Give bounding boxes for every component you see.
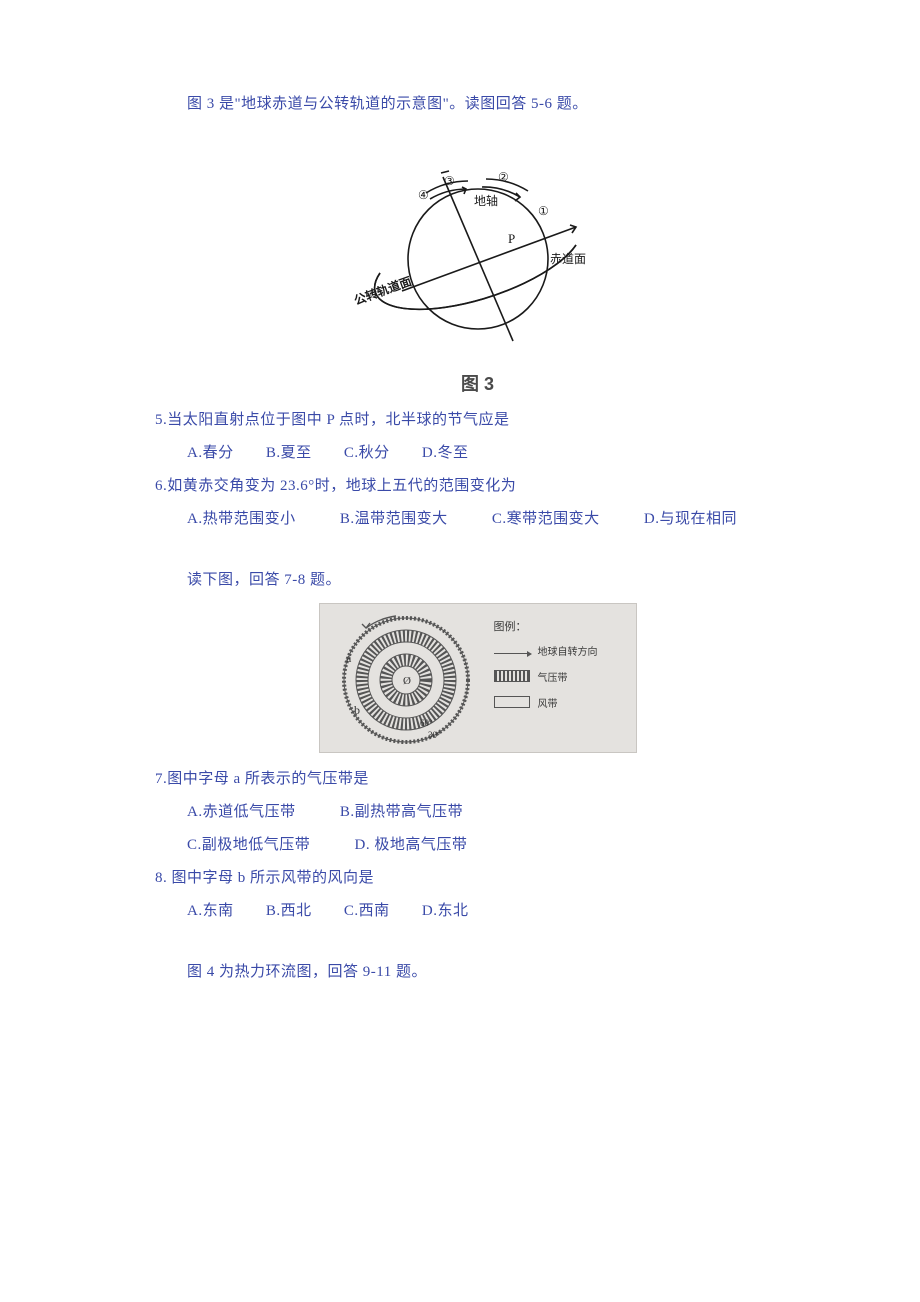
legend-swatch-rotation	[494, 653, 530, 654]
q7-options-1: A.赤道低气压带 B.副热带高气压带	[155, 796, 800, 829]
polar-60: 60°	[420, 718, 433, 728]
intro-figure-polar: 读下图，回答 7-8 题。	[155, 564, 800, 597]
q6-stem: 6.如黄赤交角变为 23.6°时，地球上五代的范围变化为	[155, 470, 800, 503]
legend-title: 图例：	[494, 618, 630, 634]
figure3-num-4: ④	[418, 188, 429, 202]
q6-opt-b: B.温带范围变大	[340, 511, 448, 527]
polar-30: 30°	[428, 730, 441, 740]
q6-opt-d: D.与现在相同	[644, 511, 737, 527]
intro-figure-4: 图 4 为热力环流图，回答 9-11 题。	[155, 956, 800, 989]
q5-options: A.春分 B.夏至 C.秋分 D.冬至	[155, 437, 800, 470]
polar-b: b	[354, 703, 360, 717]
q5-opt-d: D.冬至	[422, 445, 469, 461]
figure3-label-p: P	[508, 231, 515, 246]
q8-options: A.东南 B.西北 C.西南 D.东北	[155, 895, 800, 928]
figure3-num-1: ①	[538, 204, 549, 218]
q6-opt-a: A.热带范围变小	[187, 511, 296, 527]
q7-stem: 7.图中字母 a 所表示的气压带是	[155, 763, 800, 796]
figure-3-svg: 地轴 P 赤道面 公转轨道面 ③ ④ ② ①	[348, 149, 608, 359]
figure-polar-svg: Ø 30° 60° a b	[320, 604, 490, 752]
polar-center: Ø	[403, 675, 411, 687]
figure3-label-axis: 地轴	[474, 193, 498, 208]
q8-opt-b: B.西北	[266, 903, 312, 919]
q8-opt-a: A.东南	[187, 903, 234, 919]
q7-opt-b: B.副热带高气压带	[340, 804, 463, 820]
q5-opt-a: A.春分	[187, 445, 234, 461]
q5-opt-c: C.秋分	[344, 445, 390, 461]
q5-opt-b: B.夏至	[266, 445, 312, 461]
q5-stem: 5.当太阳直射点位于图中 P 点时，北半球的节气应是	[155, 404, 800, 437]
q7-opt-c: C.副极地低气压带	[187, 837, 310, 853]
figure-3-caption: 图 3	[155, 370, 800, 396]
q7-opt-a: A.赤道低气压带	[187, 804, 296, 820]
legend-swatch-pressure	[494, 670, 530, 682]
figure3-label-orbit: 公转轨道面	[351, 273, 413, 308]
q8-opt-d: D.东北	[422, 903, 469, 919]
legend-rotation: 地球自转方向	[538, 643, 598, 658]
figure3-num-3: ③	[444, 174, 455, 188]
legend-wind: 风带	[538, 695, 558, 710]
q8-stem: 8. 图中字母 b 所示风带的风向是	[155, 862, 800, 895]
figure3-num-2: ②	[498, 170, 509, 184]
polar-a: a	[346, 651, 352, 665]
figure3-label-equator: 赤道面	[550, 252, 586, 266]
legend-swatch-wind	[494, 696, 530, 708]
q7-options-2: C.副极地低气压带 D. 极地高气压带	[155, 829, 800, 862]
figure-polar: Ø 30° 60° a b 图例： 地球自转方向 气压带	[155, 603, 800, 753]
q6-options: A.热带范围变小 B.温带范围变大 C.寒带范围变大 D.与现在相同	[155, 503, 800, 536]
q8-opt-c: C.西南	[344, 903, 390, 919]
document-page: 图 3 是"地球赤道与公转轨道的示意图"。读图回答 5-6 题。	[0, 0, 920, 1049]
figure-3: 地轴 P 赤道面 公转轨道面 ③ ④ ② ① 图 3	[155, 149, 800, 396]
q7-opt-d: D. 极地高气压带	[355, 837, 468, 853]
q6-opt-c: C.寒带范围变大	[492, 511, 600, 527]
legend-pressure: 气压带	[538, 669, 568, 684]
intro-figure-3: 图 3 是"地球赤道与公转轨道的示意图"。读图回答 5-6 题。	[155, 88, 800, 121]
figure-polar-legend: 图例： 地球自转方向 气压带 风带	[490, 604, 636, 752]
